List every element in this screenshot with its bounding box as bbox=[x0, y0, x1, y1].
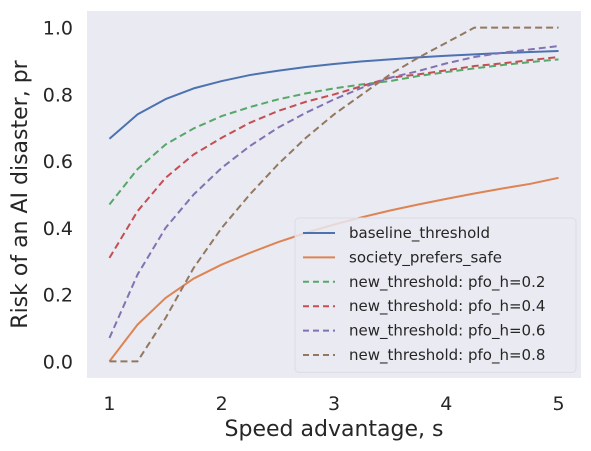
legend-box bbox=[294, 217, 577, 373]
y-tick-label: 0.8 bbox=[43, 84, 73, 106]
series-line-2 bbox=[108, 58, 559, 206]
x-tick-label: 2 bbox=[216, 393, 228, 415]
y-tick-label: 0.4 bbox=[43, 218, 73, 240]
x-tick-label: 4 bbox=[440, 393, 452, 415]
x-tick-label: 5 bbox=[552, 393, 564, 415]
legend-label-3: new_threshold: pfo_h=0.4 bbox=[349, 297, 545, 316]
x-tick-labels: 1 2 3 4 5 bbox=[103, 393, 564, 415]
y-tick-label: 0.6 bbox=[43, 151, 73, 173]
legend: baseline_threshold society_prefers_safene… bbox=[294, 217, 577, 373]
x-tick-label: 3 bbox=[328, 393, 340, 415]
y-tick-label: 0.0 bbox=[43, 351, 73, 373]
legend-label-2: new_threshold: pfo_h=0.2 bbox=[349, 273, 545, 292]
x-tick-label: 1 bbox=[103, 393, 115, 415]
series-line-5 bbox=[109, 26, 559, 363]
y-axis-label: Risk of an AI disaster, pr bbox=[8, 59, 33, 328]
series-line-3 bbox=[108, 56, 559, 259]
y-tick-label: 0.2 bbox=[43, 285, 73, 307]
legend-label-1: society_prefers_safe bbox=[349, 248, 502, 267]
x-axis-label: Speed advantage, s bbox=[225, 417, 444, 442]
legend-label-0: baseline_threshold bbox=[349, 224, 490, 243]
legend-label-4: new_threshold: pfo_h=0.6 bbox=[349, 322, 545, 341]
legend-label-5: new_threshold: pfo_h=0.8 bbox=[349, 346, 545, 365]
y-tick-labels: 0.0 0.2 0.4 0.6 0.8 1.0 bbox=[43, 18, 73, 374]
y-tick-label: 1.0 bbox=[43, 18, 73, 40]
series-line-0 bbox=[108, 50, 559, 140]
